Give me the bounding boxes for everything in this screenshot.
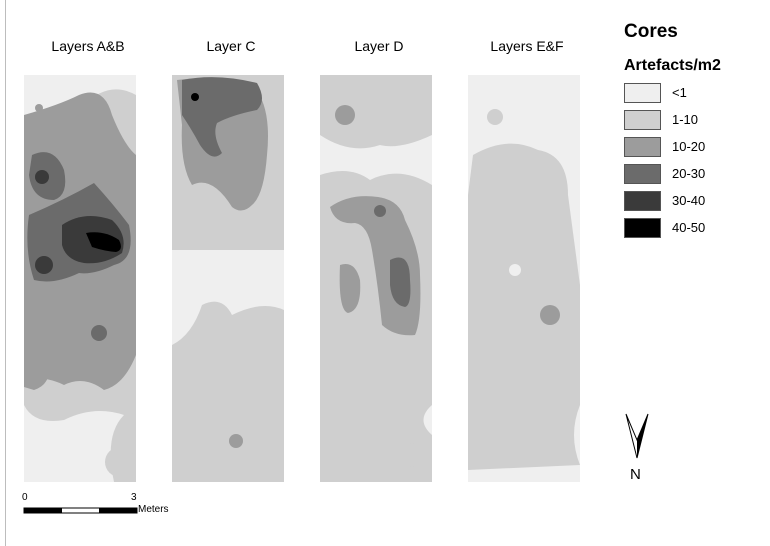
legend-swatch: [624, 110, 661, 130]
density-map-layers-ab: [24, 75, 136, 482]
density-map-layer-c: [172, 75, 284, 482]
map-frame: [5, 0, 766, 546]
legend-title: Cores: [624, 21, 678, 42]
density-map-layers-ef: [468, 75, 580, 482]
legend-label: 10-20: [672, 139, 706, 154]
layer-title-ab: Layers A&B: [51, 38, 125, 54]
legend-swatch: [624, 137, 661, 157]
north-arrow-icon: [625, 413, 649, 459]
legend-label: <1: [672, 85, 687, 100]
layer-title-ef: Layers E&F: [490, 38, 564, 54]
layer-title-c: Layer C: [206, 38, 256, 54]
layer-title-d: Layer D: [354, 38, 404, 54]
legend-label: 20-30: [672, 166, 706, 181]
scale-end-label: 3: [131, 492, 137, 503]
scale-bar: [23, 507, 138, 514]
density-map-layer-d: [320, 75, 432, 482]
north-label: N: [630, 466, 641, 483]
legend-label: 1-10: [672, 112, 699, 127]
legend-swatch: [624, 164, 661, 184]
legend-label: 40-50: [672, 220, 706, 235]
legend-subtitle: Artefacts/m2: [624, 57, 721, 74]
legend-label: 30-40: [672, 193, 706, 208]
scale-unit-label: Meters: [138, 504, 169, 515]
scale-start-label: 0: [22, 492, 28, 503]
legend-swatch: [624, 191, 661, 211]
legend-swatch: [624, 218, 661, 238]
legend-swatch: [624, 83, 661, 103]
